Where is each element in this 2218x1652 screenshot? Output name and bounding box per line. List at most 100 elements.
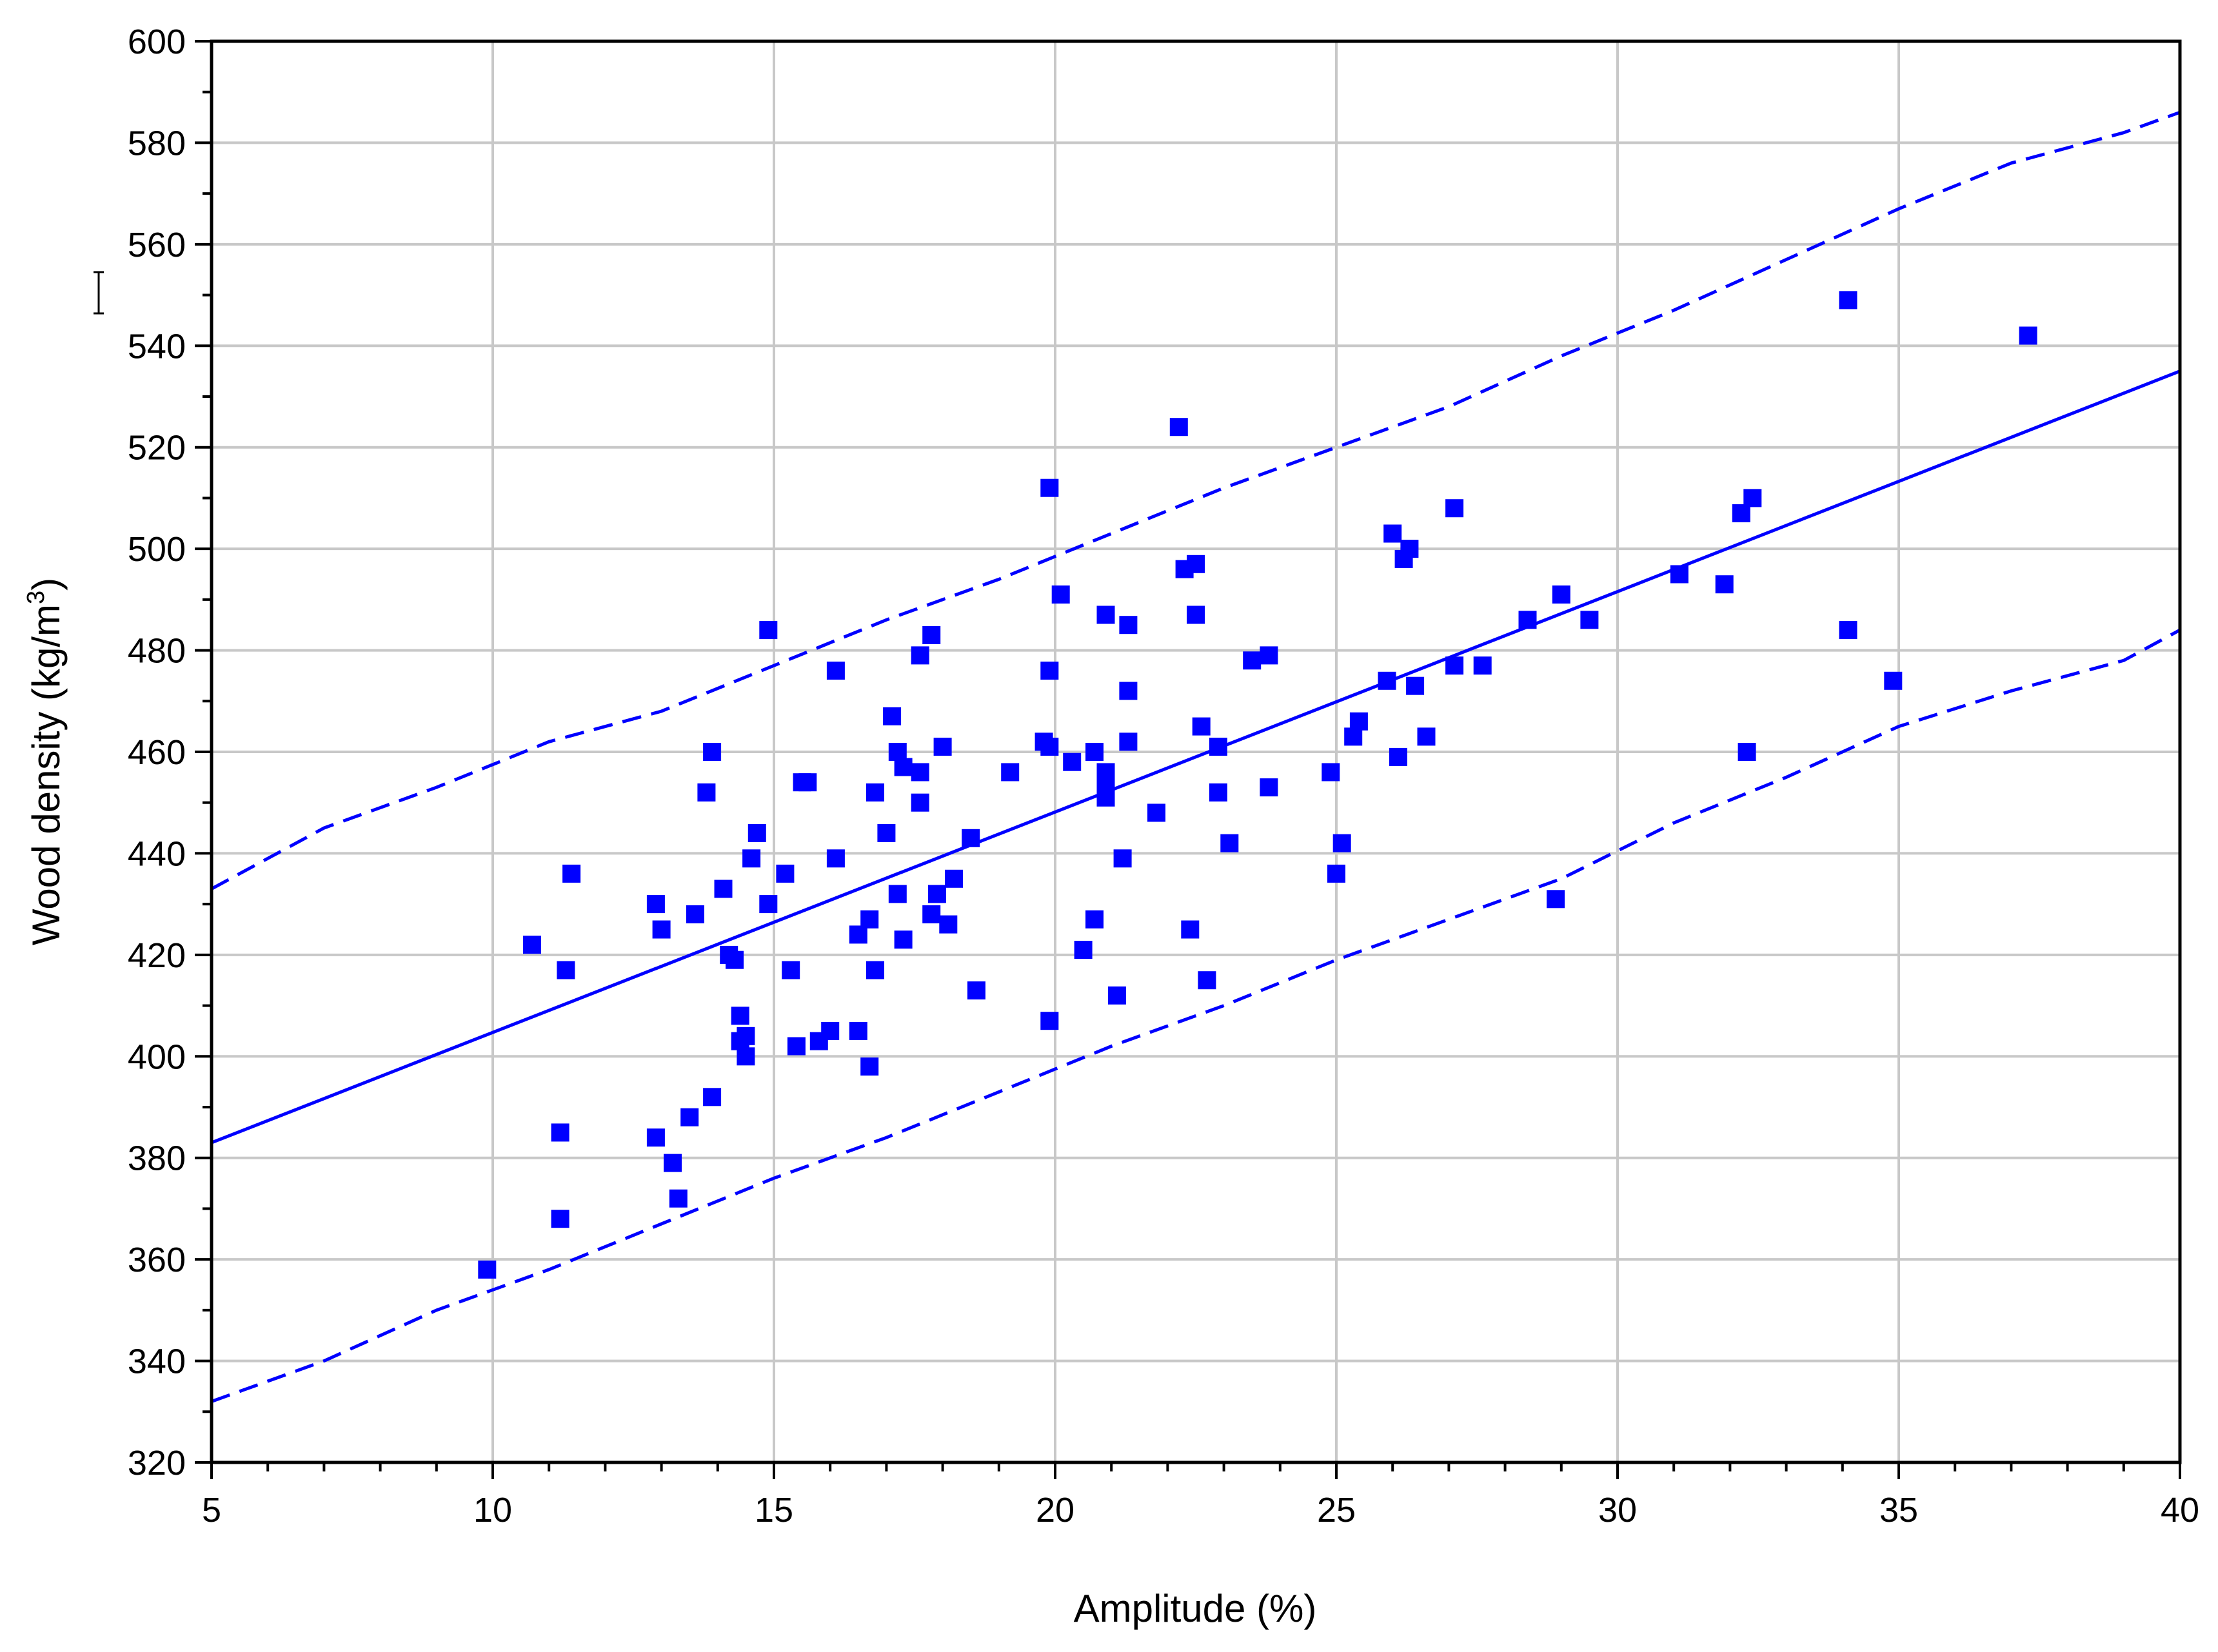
- x-tick-label: 35: [1879, 1491, 1918, 1529]
- y-tick-label: 440: [128, 834, 186, 873]
- x-tick-label: 10: [473, 1491, 512, 1529]
- x-tick-label: 5: [202, 1491, 221, 1529]
- data-point: [664, 1154, 682, 1172]
- data-point: [1445, 656, 1464, 675]
- x-tick-label: 20: [1036, 1491, 1074, 1529]
- y-tick-label: 540: [128, 327, 186, 366]
- data-point: [703, 743, 722, 761]
- y-tick-label: 360: [128, 1241, 186, 1279]
- y-tick-label: 600: [128, 23, 186, 61]
- data-point: [562, 864, 581, 883]
- y-tick-label: 500: [128, 530, 186, 569]
- data-point: [939, 915, 958, 934]
- data-point: [742, 849, 761, 868]
- x-tick-label: 40: [2161, 1491, 2199, 1529]
- x-tick-label: 30: [1598, 1491, 1637, 1529]
- data-point: [1732, 504, 1750, 522]
- data-point: [877, 823, 896, 842]
- data-point: [1327, 864, 1345, 883]
- y-axis-title-suffix: ): [25, 578, 68, 591]
- data-point: [782, 961, 800, 979]
- data-point: [686, 905, 704, 923]
- data-point: [652, 920, 671, 939]
- data-point: [1400, 540, 1419, 558]
- data-point: [860, 1057, 879, 1076]
- data-point: [1169, 418, 1188, 437]
- data-point: [1552, 585, 1570, 604]
- data-point: [1378, 671, 1396, 690]
- y-tick-label: 520: [128, 429, 186, 467]
- data-point: [680, 1108, 699, 1126]
- data-point: [1243, 651, 1262, 670]
- regression-line: [211, 369, 2181, 1145]
- data-point: [1040, 478, 1059, 497]
- data-point: [1473, 656, 1492, 675]
- data-point: [1670, 565, 1688, 584]
- data-point: [911, 793, 929, 812]
- data-point: [1001, 763, 1020, 782]
- data-point: [866, 783, 884, 801]
- data-point: [1119, 616, 1138, 634]
- y-axis-title-superscript: 3: [23, 591, 50, 604]
- data-point: [1187, 555, 1205, 573]
- y-tick-label: 560: [128, 226, 186, 264]
- data-point: [759, 621, 778, 640]
- data-point: [945, 869, 963, 888]
- data-point: [1383, 524, 1402, 543]
- data-point: [1389, 747, 1407, 766]
- data-point: [787, 1037, 806, 1056]
- data-point: [776, 864, 795, 883]
- x-tick-label: 25: [1317, 1491, 1356, 1529]
- data-point: [911, 646, 929, 665]
- data-point: [1085, 743, 1104, 761]
- data-point: [826, 849, 845, 868]
- data-point: [1107, 986, 1126, 1005]
- axis-ticks: [195, 40, 2181, 1479]
- data-point: [1192, 717, 1211, 736]
- data-point: [551, 1123, 569, 1142]
- data-point: [798, 773, 817, 792]
- data-point: [1260, 646, 1278, 665]
- data-point: [737, 1027, 755, 1045]
- lower-prediction-band: [211, 628, 2181, 1403]
- data-point: [933, 738, 952, 756]
- data-point: [860, 910, 879, 929]
- data-point: [1743, 489, 1762, 507]
- data-point: [1349, 712, 1368, 731]
- data-point: [2019, 326, 2037, 345]
- y-tick-label: 480: [128, 632, 186, 671]
- data-point: [748, 823, 766, 842]
- data-point: [737, 1047, 755, 1066]
- data-point: [1406, 676, 1425, 695]
- data-point: [1096, 773, 1115, 792]
- y-tick-label: 420: [128, 936, 186, 975]
- data-point: [1220, 834, 1239, 852]
- y-tick-label: 460: [128, 733, 186, 772]
- data-point: [646, 895, 665, 914]
- data-point: [1085, 910, 1104, 929]
- data-point: [911, 763, 929, 782]
- data-point: [714, 880, 733, 898]
- data-point: [962, 829, 980, 847]
- text-cursor-icon: [94, 271, 104, 315]
- grid-lines: [210, 40, 2181, 1464]
- series-layer: [210, 110, 2181, 1403]
- data-point: [697, 783, 716, 801]
- data-point: [866, 961, 884, 979]
- data-point: [922, 905, 941, 923]
- data-point: [1839, 621, 1857, 640]
- data-point: [1332, 834, 1351, 852]
- data-point: [821, 1021, 840, 1040]
- y-tick-label: 580: [128, 124, 186, 162]
- data-point: [894, 758, 913, 776]
- data-point: [1322, 763, 1340, 782]
- data-point: [1063, 752, 1082, 771]
- data-point: [1051, 585, 1070, 604]
- data-point: [894, 930, 913, 949]
- data-point: [883, 707, 902, 725]
- data-point: [849, 1021, 867, 1040]
- data-point: [646, 1128, 665, 1147]
- data-point: [703, 1088, 722, 1106]
- data-point: [478, 1260, 497, 1279]
